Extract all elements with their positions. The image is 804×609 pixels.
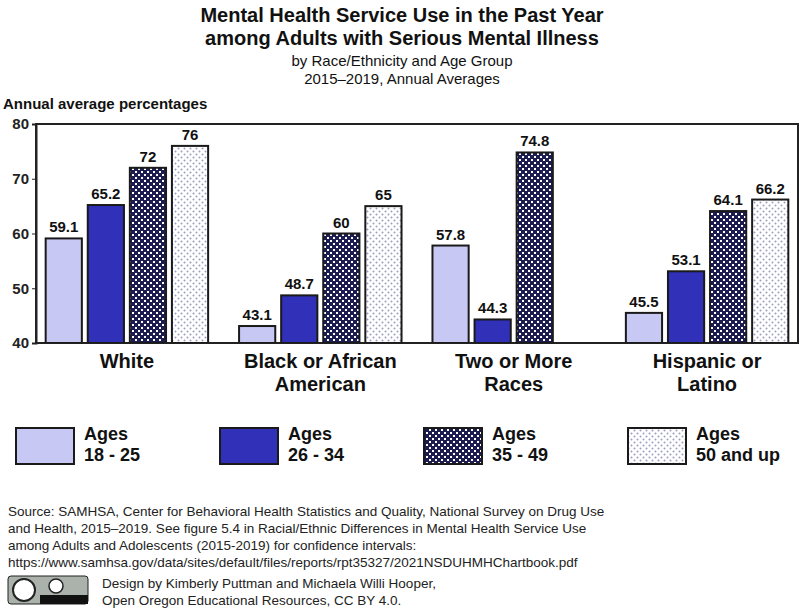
x-axis: White Black or AfricanAmerican Two or More… <box>100 350 762 395</box>
data-label: 43.1 <box>243 306 272 323</box>
chart-subtitle: 2015–2019, Annual Averages <box>304 70 500 87</box>
data-label: 48.7 <box>285 275 314 292</box>
bar <box>517 152 553 343</box>
data-labels: 59.1 43.1 57.8 45.5 65.2 48.7 44.3 53.1 72 60 74.8… <box>49 126 785 323</box>
y-axis-title: Annual average percentages <box>3 95 207 112</box>
legend-label: Ages50 and up <box>696 424 780 465</box>
data-label: 44.3 <box>478 299 507 316</box>
y-tick-label: 40 <box>12 334 29 351</box>
bar <box>668 271 704 343</box>
source-note: and Health, 2015–2019. See figure 5.4 in… <box>8 521 586 536</box>
bar <box>88 205 124 343</box>
plot-frame <box>36 124 798 343</box>
y-tick-mark <box>32 288 36 289</box>
license-icon <box>8 576 88 604</box>
y-tick-mark <box>32 179 36 180</box>
data-label: 76 <box>182 126 199 143</box>
source-note: Source: SAMHSA, Center for Behavioral He… <box>8 504 604 519</box>
x-tick-label: Black or AfricanAmerican <box>244 350 397 395</box>
credit-note: Open Oregon Educational Resources, CC BY… <box>102 593 401 608</box>
y-tick: 60 <box>12 225 36 242</box>
legend-swatch <box>628 428 686 464</box>
bar <box>710 211 746 343</box>
legend: Ages18 - 25 Ages26 - 34 Ages35 - 49 Ages50 … <box>16 424 780 465</box>
chart-title: among Adults with Serious Mental Illness <box>205 27 599 49</box>
bar <box>475 319 511 343</box>
bar <box>281 295 317 343</box>
y-tick-mark <box>32 234 36 235</box>
x-tick-label: Hispanic orLatino <box>653 350 762 395</box>
legend-swatch <box>16 428 74 464</box>
y-tick-label: 60 <box>12 225 29 242</box>
y-tick-mark <box>32 124 36 125</box>
data-label: 60 <box>333 214 350 231</box>
x-tick-label: Two or MoreRaces <box>455 350 572 395</box>
chart-title: Mental Health Service Use in the Past Ye… <box>200 4 603 26</box>
y-axis-line <box>32 125 37 344</box>
bar <box>626 313 662 343</box>
x-tick-label: White <box>100 350 154 372</box>
y-tick-label: 50 <box>12 280 29 297</box>
y-tick-label: 80 <box>12 115 29 132</box>
data-label: 59.1 <box>49 218 78 235</box>
y-tick: 50 <box>12 280 36 297</box>
y-tick: 80 <box>12 115 36 132</box>
chart-subtitle: by Race/Ethnicity and Age Group <box>292 52 513 69</box>
bar <box>172 146 208 343</box>
data-label: 72 <box>140 148 157 165</box>
y-axis: 40 50 60 70 80 <box>12 115 36 351</box>
data-label: 65 <box>375 186 392 203</box>
bar <box>46 238 82 343</box>
source-note: https://www.samhsa.gov/data/sites/defaul… <box>8 555 578 570</box>
chart: Mental Health Service Use in the Past Ye… <box>0 0 804 609</box>
data-label: 64.1 <box>714 191 743 208</box>
y-tick: 40 <box>12 334 36 351</box>
legend-swatch <box>424 428 482 464</box>
bar <box>130 168 166 343</box>
bars <box>46 146 789 343</box>
legend-label: Ages18 - 25 <box>84 424 140 465</box>
y-tick-mark <box>32 343 36 344</box>
data-label: 45.5 <box>629 293 658 310</box>
bar <box>323 234 359 344</box>
data-label: 66.2 <box>756 180 785 197</box>
bar <box>752 200 788 343</box>
bar <box>365 206 401 343</box>
legend-label: Ages35 - 49 <box>492 424 548 465</box>
data-label: 74.8 <box>520 132 549 149</box>
bar <box>239 326 275 343</box>
data-label: 65.2 <box>91 185 120 202</box>
data-label: 57.8 <box>436 226 465 243</box>
credit-note: Design by Kimberly Puttman and Michaela … <box>102 576 436 591</box>
y-tick: 70 <box>12 170 36 187</box>
bar <box>432 246 468 343</box>
y-tick-label: 70 <box>12 170 29 187</box>
data-label: 53.1 <box>671 251 700 268</box>
legend-swatch <box>220 428 278 464</box>
source-note: among Adults and Adolescents (2015-2019)… <box>8 538 416 553</box>
legend-label: Ages26 - 34 <box>288 424 344 465</box>
